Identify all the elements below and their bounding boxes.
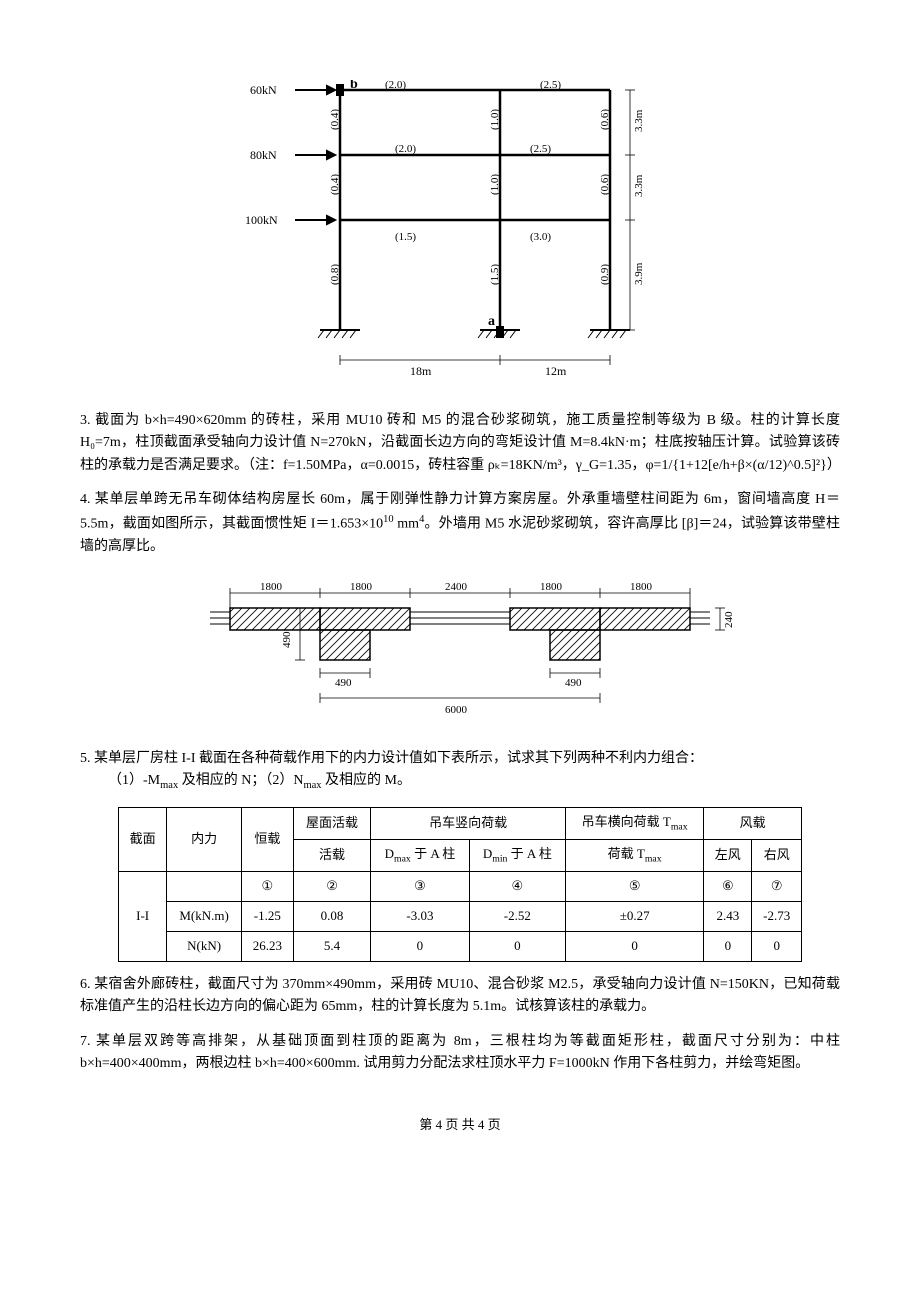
problem-3-text: 截面为 b×h=490×620mm 的砖柱，采用 MU10 砖和 M5 的混合砂…	[80, 413, 841, 473]
svg-text:1800: 1800	[260, 581, 283, 593]
problem-4-label: 4.	[80, 492, 95, 507]
svg-text:3.3m: 3.3m	[633, 109, 645, 132]
svg-text:240: 240	[723, 611, 735, 628]
problem-3-label: 3.	[80, 413, 95, 428]
table-circled-row: I-I ① ② ③ ④ ⑤ ⑥ ⑦	[119, 872, 802, 902]
problem-7-text: 某单层双跨等高排架，从基础顶面到柱顶的距离为 8m，三根柱均为等截面矩形柱，截面…	[80, 1034, 840, 1071]
svg-text:(0.8): (0.8)	[329, 264, 341, 285]
svg-text:(0.4): (0.4)	[329, 174, 341, 195]
load-80: 80kN	[250, 148, 277, 162]
svg-text:(2.0): (2.0)	[395, 143, 416, 155]
svg-text:(0.6): (0.6)	[599, 174, 611, 195]
svg-text:3.3m: 3.3m	[633, 174, 645, 197]
load-60: 60kN	[250, 83, 277, 97]
svg-text:(1.5): (1.5)	[489, 264, 501, 285]
problem-4: 4. 某单层单跨无吊车砌体结构房屋长 60m，属于刚弹性静力计算方案房屋。外承重…	[80, 489, 840, 558]
section-diagram-container: 1800 1800 2400 1800 1800	[80, 578, 840, 728]
svg-text:1800: 1800	[350, 581, 373, 593]
problem-6-text: 某宿舍外廊砖柱，截面尺寸为 370mm×490mm，采用砖 MU10、混合砂浆 …	[80, 977, 840, 1014]
svg-text:(2.5): (2.5)	[540, 80, 561, 91]
table-row-N: N(kN) 26.23 5.4 0 0 0 0 0	[119, 931, 802, 961]
force-table: 截面 内力 恒载 屋面活载 吊车竖向荷载 吊车横向荷载 Tmax 风载 活载 D…	[118, 807, 802, 962]
problem-7-label: 7.	[80, 1034, 96, 1049]
svg-text:(0.6): (0.6)	[599, 109, 611, 130]
svg-text:(0.9): (0.9)	[599, 264, 611, 285]
table-header-row1: 截面 内力 恒载 屋面活载 吊车竖向荷载 吊车横向荷载 Tmax 风载	[119, 807, 802, 839]
svg-text:18m: 18m	[410, 364, 432, 378]
table-row-M: M(kN.m) -1.25 0.08 -3.03 -2.52 ±0.27 2.4…	[119, 902, 802, 932]
section-diagram: 1800 1800 2400 1800 1800	[160, 578, 760, 728]
svg-text:(1.5): (1.5)	[395, 231, 416, 243]
frame-diagram-container: b a 60kN 80kN 100kN (2.0) (2.5) (2.0) (2…	[80, 80, 840, 390]
svg-text:490: 490	[281, 631, 293, 648]
page-footer: 第 4 页 共 4 页	[80, 1115, 840, 1136]
svg-text:490: 490	[565, 677, 582, 689]
problem-3: 3. 截面为 b×h=490×620mm 的砖柱，采用 MU10 砖和 M5 的…	[80, 410, 840, 477]
problem-6-label: 6.	[80, 977, 94, 992]
problem-7: 7. 某单层双跨等高排架，从基础顶面到柱顶的距离为 8m，三根柱均为等截面矩形柱…	[80, 1031, 840, 1076]
svg-text:(2.0): (2.0)	[385, 80, 406, 91]
load-100: 100kN	[245, 213, 278, 227]
svg-text:(3.0): (3.0)	[530, 231, 551, 243]
svg-text:3.9m: 3.9m	[633, 262, 645, 285]
svg-text:12m: 12m	[545, 364, 567, 378]
svg-text:(2.5): (2.5)	[530, 143, 551, 155]
svg-text:490: 490	[335, 677, 352, 689]
svg-text:1800: 1800	[630, 581, 653, 593]
problem-5-label: 5.	[80, 751, 94, 766]
problem-5: 5. 某单层厂房柱 I-I 截面在各种荷载作用下的内力设计值如下表所示，试求其下…	[80, 748, 840, 795]
svg-text:(1.0): (1.0)	[489, 109, 501, 130]
frame-diagram: b a 60kN 80kN 100kN (2.0) (2.5) (2.0) (2…	[220, 80, 700, 390]
node-b-label: b	[350, 80, 358, 92]
svg-text:(0.4): (0.4)	[329, 109, 341, 130]
svg-text:(1.0): (1.0)	[489, 174, 501, 195]
problem-5-text: 某单层厂房柱 I-I 截面在各种荷载作用下的内力设计值如下表所示，试求其下列两种…	[94, 751, 703, 766]
svg-text:2400: 2400	[445, 581, 468, 593]
svg-text:6000: 6000	[445, 704, 468, 716]
svg-text:1800: 1800	[540, 581, 563, 593]
problem-6: 6. 某宿舍外廊砖柱，截面尺寸为 370mm×490mm，采用砖 MU10、混合…	[80, 974, 840, 1019]
node-a-label: a	[488, 314, 495, 329]
